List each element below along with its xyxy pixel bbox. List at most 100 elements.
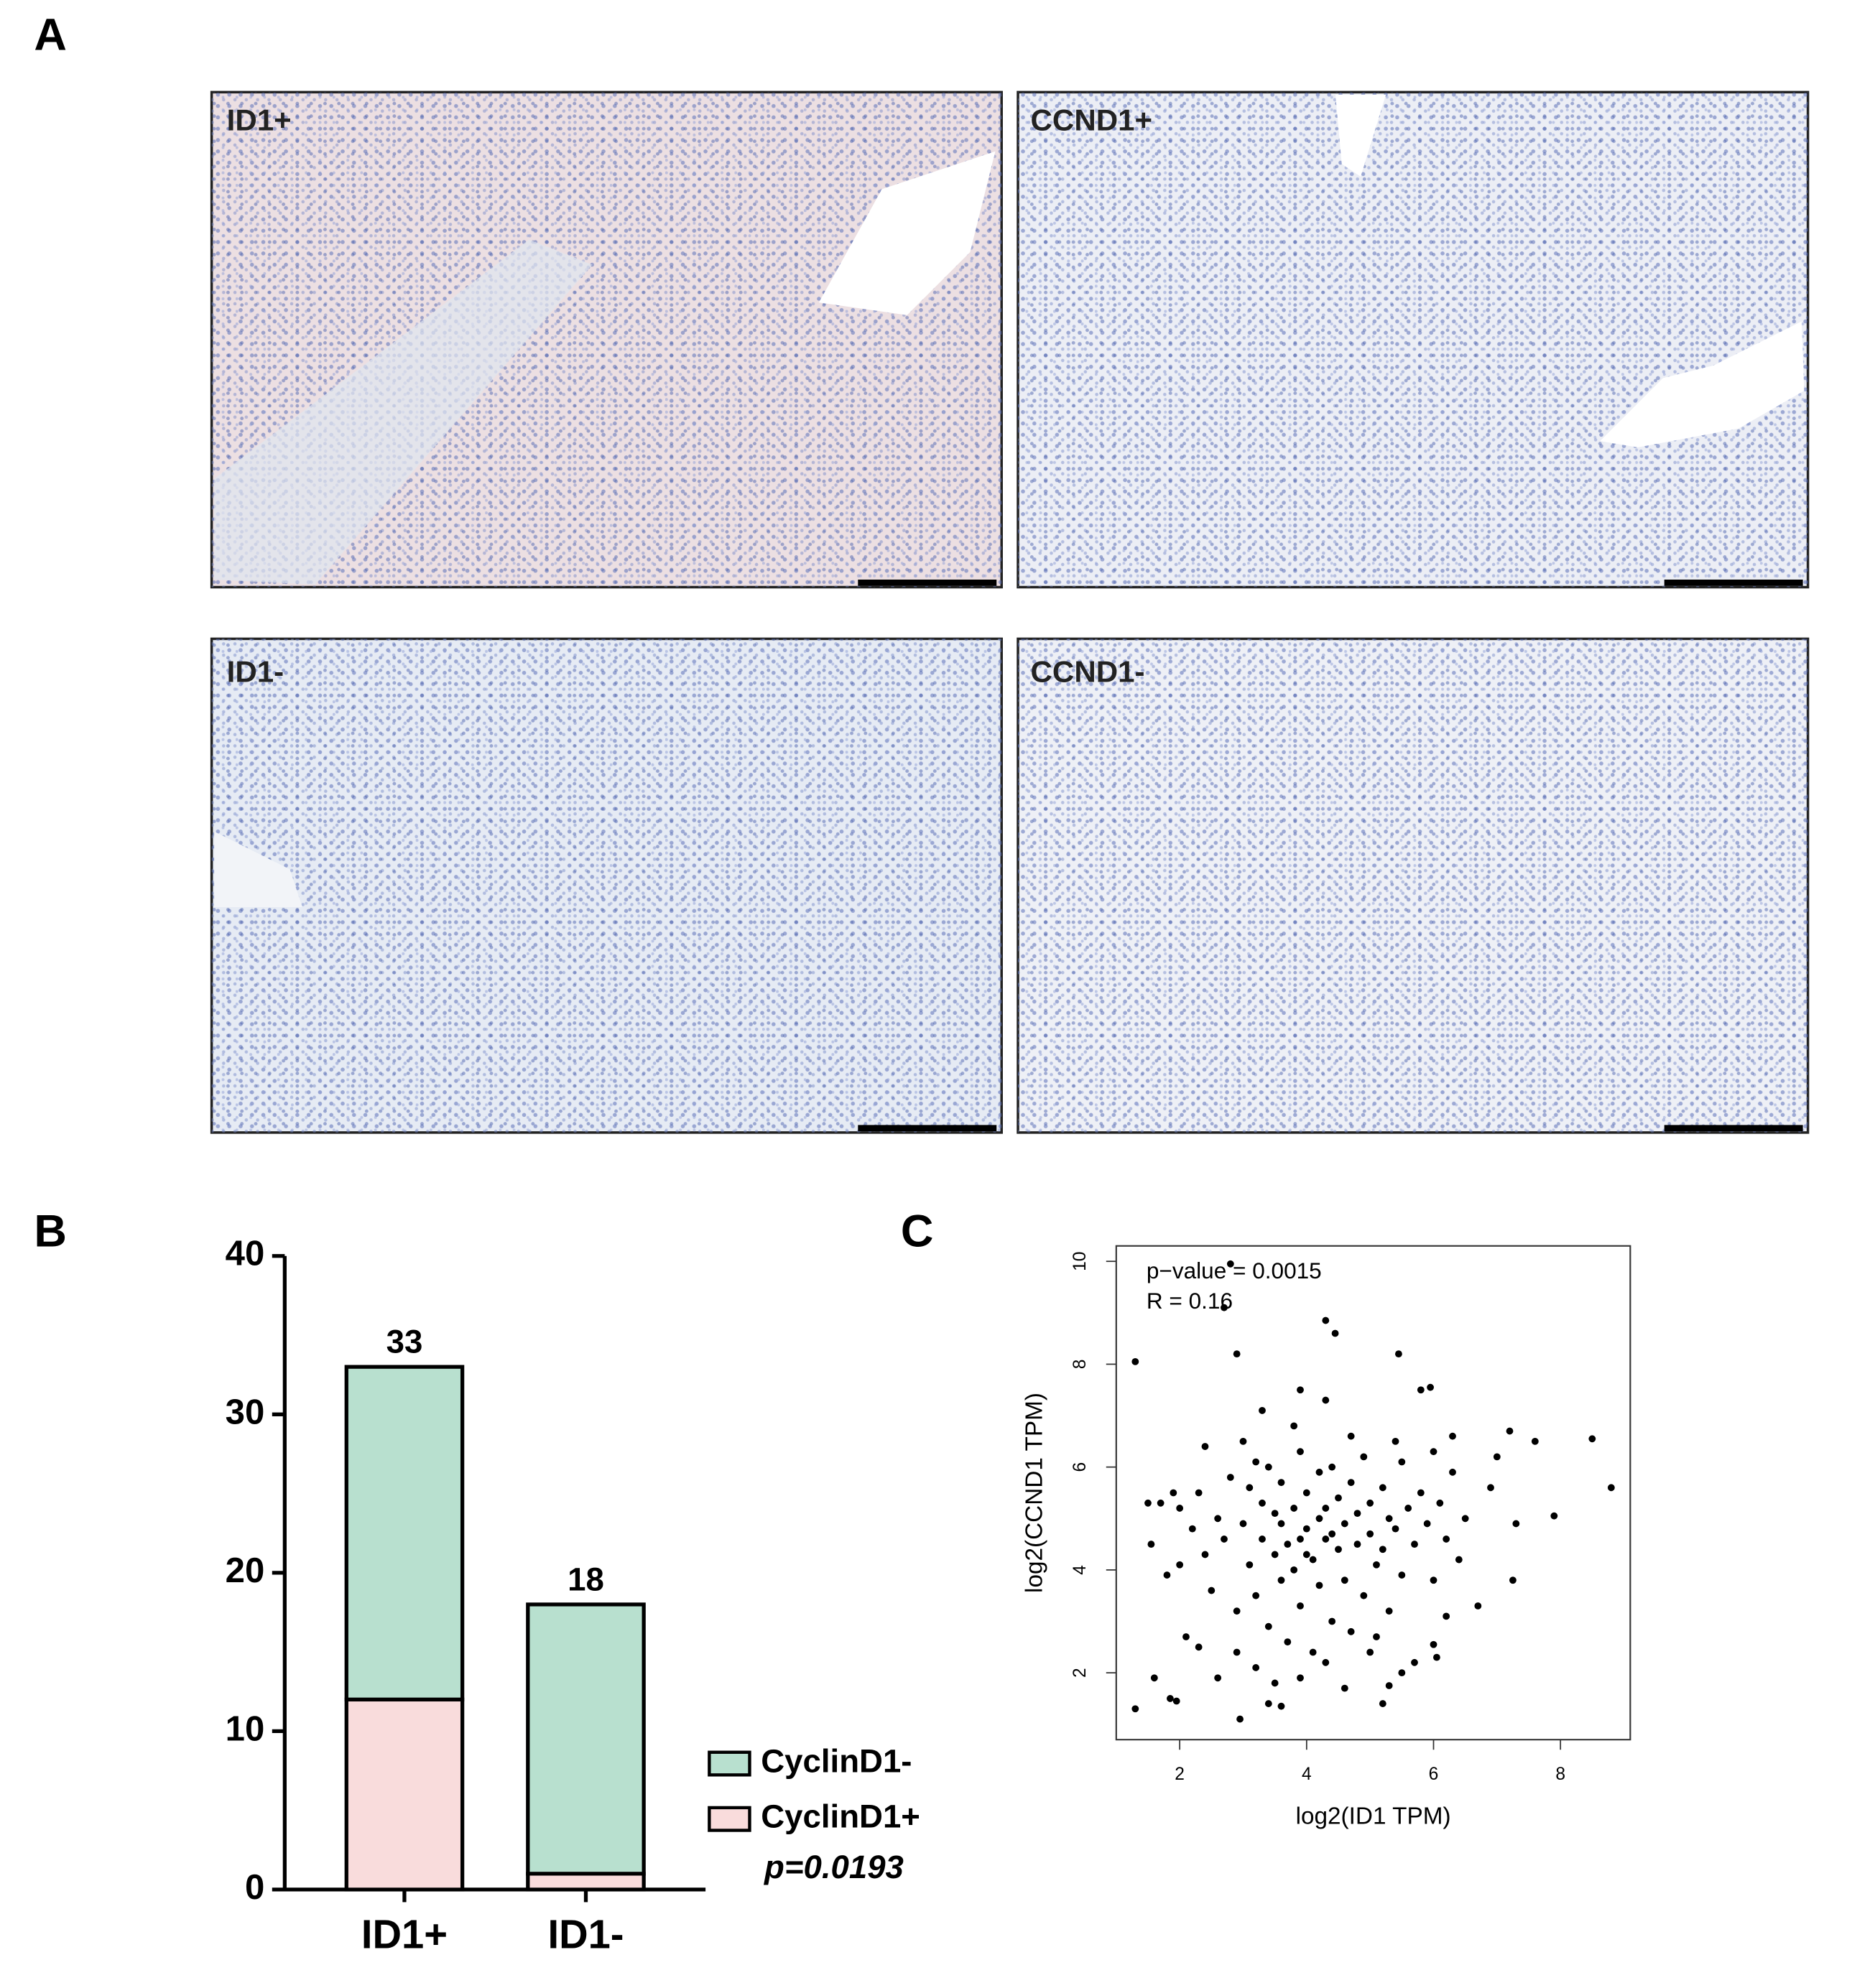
- panel-label: B: [34, 1207, 67, 1257]
- x-tick-label: ID1-: [547, 1911, 624, 1956]
- point: [1315, 1581, 1323, 1589]
- point: [1246, 1484, 1254, 1492]
- point: [1147, 1541, 1155, 1548]
- point: [1226, 1474, 1234, 1481]
- point: [1252, 1458, 1260, 1466]
- point: [1411, 1658, 1418, 1666]
- point: [1259, 1499, 1266, 1507]
- y-tick-label: 6: [1070, 1462, 1090, 1472]
- point: [1302, 1551, 1310, 1559]
- point: [1588, 1435, 1596, 1443]
- point: [1328, 1463, 1336, 1471]
- point: [1297, 1674, 1304, 1682]
- annotation: p=0.0193: [764, 1849, 904, 1885]
- point: [1271, 1551, 1279, 1559]
- point: [1195, 1643, 1203, 1651]
- point: [1259, 1406, 1266, 1414]
- point: [1449, 1468, 1456, 1476]
- point: [1166, 1695, 1174, 1702]
- image-label: ID1-: [227, 655, 284, 689]
- point: [1392, 1437, 1399, 1445]
- point: [1297, 1386, 1304, 1394]
- point: [1239, 1437, 1247, 1445]
- point: [1284, 1541, 1292, 1548]
- plot-frame: [1115, 1245, 1631, 1741]
- y-tick-label: 0: [245, 1868, 264, 1907]
- point: [1322, 1505, 1330, 1512]
- point: [1309, 1556, 1317, 1564]
- point: [1404, 1505, 1412, 1512]
- data-label: 33: [386, 1324, 423, 1360]
- x-tick-label: 8: [1555, 1765, 1565, 1784]
- point: [1302, 1489, 1310, 1497]
- point: [1341, 1520, 1348, 1528]
- micrograph: ID1-: [210, 637, 1003, 1134]
- point: [1233, 1607, 1241, 1615]
- point: [1277, 1702, 1285, 1710]
- point: [1144, 1499, 1152, 1507]
- point: [1385, 1607, 1393, 1615]
- point: [1172, 1697, 1180, 1705]
- point: [1315, 1515, 1323, 1523]
- point: [1531, 1437, 1539, 1445]
- point: [1430, 1576, 1437, 1584]
- legend-swatch: [708, 1750, 751, 1777]
- point: [1347, 1627, 1355, 1635]
- point: [1417, 1489, 1425, 1497]
- point: [1271, 1510, 1279, 1518]
- point: [1353, 1541, 1361, 1548]
- point: [1385, 1515, 1393, 1523]
- point: [1322, 1536, 1330, 1543]
- point: [1264, 1700, 1272, 1707]
- point: [1366, 1530, 1374, 1538]
- bar-segment: [526, 1872, 646, 1892]
- image-label: CCND1-: [1031, 655, 1145, 689]
- point: [1315, 1468, 1323, 1476]
- point: [1433, 1653, 1440, 1661]
- point: [1309, 1648, 1317, 1656]
- point: [1379, 1546, 1386, 1553]
- x-tick-label: 6: [1429, 1765, 1439, 1784]
- micrograph: CCND1+: [1017, 90, 1810, 589]
- point: [1264, 1463, 1272, 1471]
- point: [1163, 1571, 1171, 1579]
- point: [1297, 1536, 1304, 1543]
- point: [1461, 1515, 1469, 1523]
- point: [1398, 1571, 1406, 1579]
- point: [1271, 1679, 1279, 1687]
- point: [1506, 1427, 1514, 1435]
- point: [1233, 1648, 1241, 1656]
- point: [1176, 1561, 1184, 1569]
- point: [1246, 1561, 1254, 1569]
- point: [1360, 1453, 1368, 1461]
- point: [1290, 1422, 1298, 1430]
- point: [1512, 1520, 1520, 1528]
- point: [1392, 1525, 1399, 1533]
- point: [1385, 1682, 1393, 1689]
- x-tick-label: ID1+: [361, 1911, 448, 1956]
- point: [1373, 1561, 1380, 1569]
- point: [1221, 1536, 1228, 1543]
- y-tick-label: 10: [226, 1709, 265, 1748]
- legend-swatch: [708, 1806, 751, 1832]
- point: [1366, 1648, 1374, 1656]
- point: [1208, 1587, 1216, 1594]
- point: [1170, 1489, 1177, 1497]
- y-tick-label: 40: [226, 1235, 265, 1273]
- y-axis-label: log2(CCND1 TPM): [1021, 1393, 1047, 1593]
- point: [1322, 1658, 1330, 1666]
- point: [1322, 1316, 1330, 1324]
- micrograph: ID1+: [210, 90, 1003, 589]
- point: [1277, 1479, 1285, 1487]
- y-tick-label: 2: [1070, 1668, 1090, 1678]
- point: [1328, 1530, 1336, 1538]
- micrograph: CCND1-: [1017, 637, 1810, 1134]
- point: [1290, 1505, 1298, 1512]
- point: [1487, 1484, 1494, 1492]
- point: [1430, 1640, 1437, 1648]
- point: [1436, 1499, 1444, 1507]
- point: [1302, 1525, 1310, 1533]
- point: [1474, 1602, 1482, 1610]
- bar-segment: [526, 1602, 646, 1876]
- x-tick-label: 2: [1175, 1765, 1185, 1784]
